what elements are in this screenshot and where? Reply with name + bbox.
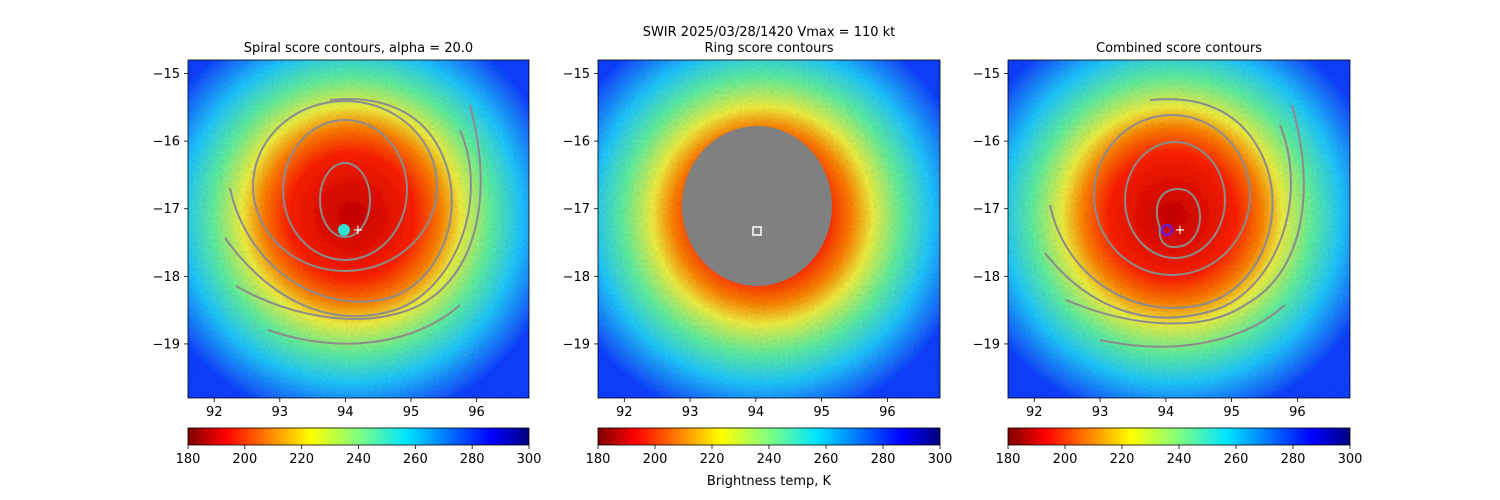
panel-spiral: Spiral score contours, alpha = 20.0 + 92… [153, 41, 542, 467]
colorbar-ramp [1007, 427, 1351, 446]
colorbar-tick-label: 220 [1110, 452, 1135, 467]
panel-title: Combined score contours [1096, 41, 1262, 56]
ring-mask [682, 126, 832, 286]
x-tick-label: 92 [1026, 405, 1043, 420]
y-tick-label: −18 [563, 270, 590, 285]
colorbar-ramp [597, 427, 941, 446]
axes: 92 93 94 95 96 −15 −16 −17 −18 −19 [973, 59, 1351, 420]
y-tick-label: −15 [153, 67, 180, 82]
colorbar: 180 200 220 240 260 280 300 [176, 427, 542, 467]
x-tick-label: 94 [748, 405, 765, 420]
colorbar-tick-label: 200 [643, 452, 668, 467]
x-tick-label: 94 [337, 405, 354, 420]
x-tick-label: 93 [682, 405, 699, 420]
colorbar-tick-label: 300 [1338, 452, 1363, 467]
svg-text:+: + [1175, 223, 1186, 238]
colorbar-tick-label: 180 [996, 452, 1021, 467]
colorbar-tick-label: 300 [517, 452, 542, 467]
svg-text:+: + [353, 223, 364, 238]
panel-ring: Ring score contours 92 93 94 95 96 −15 −16 −17 −… [563, 41, 953, 489]
colorbar-ramp [187, 427, 530, 446]
y-tick-label: −19 [563, 337, 590, 352]
x-tick-label: 95 [1223, 405, 1240, 420]
colorbar: 180 200 220 240 260 280 300 [996, 427, 1363, 467]
colorbar-tick-label: 200 [232, 452, 257, 467]
x-tick-label: 96 [1289, 405, 1306, 420]
colorbar-tick-label: 240 [346, 452, 371, 467]
colorbar-tick-label: 240 [757, 452, 782, 467]
y-tick-label: −17 [563, 202, 590, 217]
colorbar-tick-label: 260 [1224, 452, 1249, 467]
center-marker: + [1160, 223, 1186, 238]
panel-combined: Combined score contours + 92 93 94 95 96 −15 −… [973, 41, 1363, 467]
axes-frame [597, 59, 941, 399]
x-tick-label: 95 [403, 405, 420, 420]
axes-frame [187, 59, 530, 399]
y-tick-label: −16 [973, 135, 1000, 150]
panel-title: Ring score contours [704, 41, 833, 56]
panel-title: Spiral score contours, alpha = 20.0 [244, 41, 473, 56]
center-marker [752, 226, 762, 236]
x-tick-label: 93 [1092, 405, 1109, 420]
suptitle: SWIR 2025/03/28/1420 Vmax = 110 kt [643, 25, 896, 40]
colorbar-tick-label: 260 [814, 452, 839, 467]
colorbar-tick-label: 240 [1167, 452, 1192, 467]
x-tick-label: 94 [1158, 405, 1175, 420]
y-tick-label: −17 [973, 202, 1000, 217]
axes: 92 93 94 95 96 −15 −16 −17 −18 −19 [563, 59, 941, 420]
x-tick-label: 95 [813, 405, 830, 420]
x-tick-label: 92 [206, 405, 223, 420]
colorbar: 180 200 220 240 260 280 300 [586, 427, 953, 467]
colorbar-tick-label: 300 [928, 452, 953, 467]
colorbar-tick-label: 180 [176, 452, 201, 467]
y-tick-label: −16 [563, 135, 590, 150]
colorbar-tick-label: 260 [403, 452, 428, 467]
y-tick-label: −19 [153, 337, 180, 352]
y-tick-label: −18 [153, 270, 180, 285]
x-tick-label: 96 [468, 405, 485, 420]
y-tick-label: −19 [973, 337, 1000, 352]
x-tick-label: 93 [272, 405, 289, 420]
colorbar-tick-label: 280 [1281, 452, 1306, 467]
axes-frame [1007, 59, 1351, 399]
y-tick-label: −16 [153, 135, 180, 150]
axes: 92 93 94 95 96 −15 −16 −17 −18 −19 [153, 59, 530, 420]
y-tick-label: −15 [973, 67, 1000, 82]
colorbar-tick-label: 200 [1053, 452, 1078, 467]
colorbar-tick-label: 220 [700, 452, 725, 467]
heatmap-area [1008, 60, 1350, 398]
y-tick-label: −15 [563, 67, 590, 82]
x-tick-label: 96 [879, 405, 896, 420]
x-tick-label: 92 [616, 405, 633, 420]
colorbar-tick-label: 220 [289, 452, 314, 467]
colorbar-label: Brightness temp, K [707, 474, 832, 489]
center-marker: + [338, 223, 363, 238]
colorbar-tick-label: 280 [871, 452, 896, 467]
colorbar-tick-label: 280 [460, 452, 485, 467]
contour-lines [224, 98, 482, 345]
contour-lines [1044, 98, 1305, 348]
y-tick-label: −18 [973, 270, 1000, 285]
y-tick-label: −17 [153, 202, 180, 217]
colorbar-tick-label: 180 [586, 452, 611, 467]
plot-frame [1008, 60, 1350, 398]
